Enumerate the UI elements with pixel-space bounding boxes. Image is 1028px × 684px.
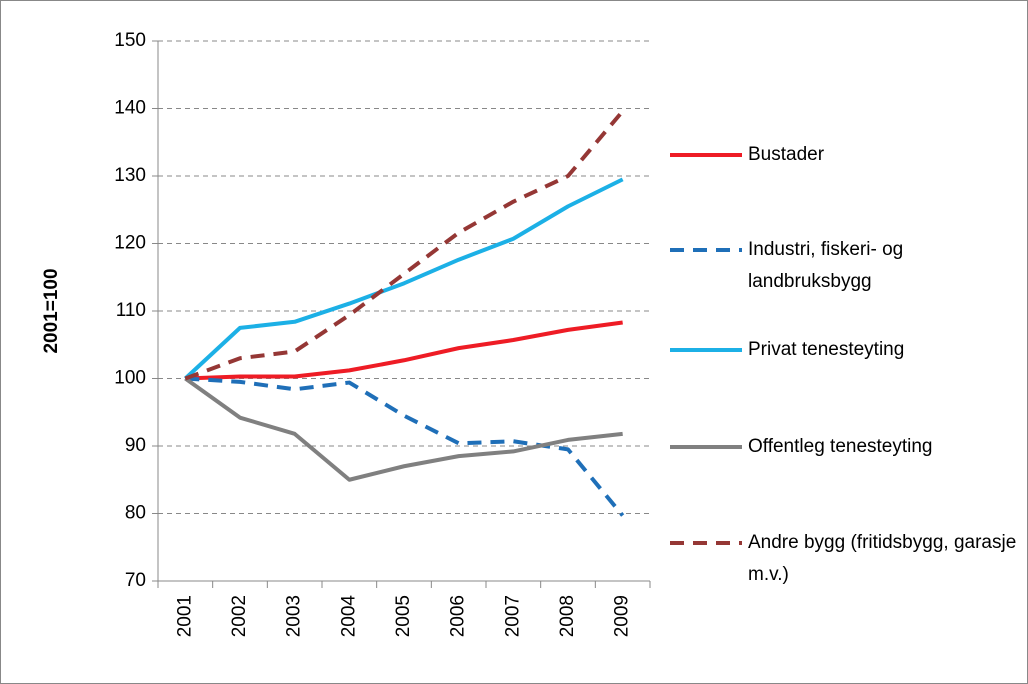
- y-tick-label: 150: [114, 30, 146, 51]
- x-tick-label: 2003: [284, 595, 305, 637]
- x-tick-label: 2009: [612, 595, 633, 637]
- series-line: [184, 376, 623, 482]
- y-tick-label: 110: [116, 300, 146, 321]
- legend-label: Bustader: [748, 144, 825, 165]
- series-line: [185, 376, 625, 517]
- x-tick-label: 2004: [338, 595, 359, 638]
- legend-label: Industri, fiskeri- og landbruksbygg: [748, 239, 904, 292]
- y-axis-label: 2001=100: [41, 268, 62, 353]
- x-tick-label: 2007: [502, 595, 523, 637]
- y-tick-label: 100: [114, 368, 146, 389]
- y-tick-label: 140: [114, 98, 146, 119]
- x-tick-label: 2001: [174, 595, 195, 637]
- series-line: [185, 320, 623, 381]
- y-tick-label: 70: [125, 570, 146, 591]
- y-tick-label: 90: [125, 435, 146, 456]
- legend-label: Andre bygg (fritidsbygg, garasje m.v.): [748, 532, 1017, 585]
- series-line: [184, 109, 625, 381]
- y-tick-label: 130: [114, 165, 146, 186]
- x-tick-label: 2005: [393, 595, 414, 637]
- x-tick-label: 2006: [448, 595, 469, 637]
- x-tick-label: 2008: [557, 595, 578, 637]
- series-line: [183, 177, 624, 380]
- x-tick-label: 2002: [229, 595, 250, 637]
- y-tick-label: 80: [125, 503, 146, 524]
- legend-label: Offentleg tenesteyting: [748, 436, 933, 457]
- y-tick-label: 120: [114, 233, 146, 254]
- legend-label: Privat tenesteyting: [748, 339, 905, 360]
